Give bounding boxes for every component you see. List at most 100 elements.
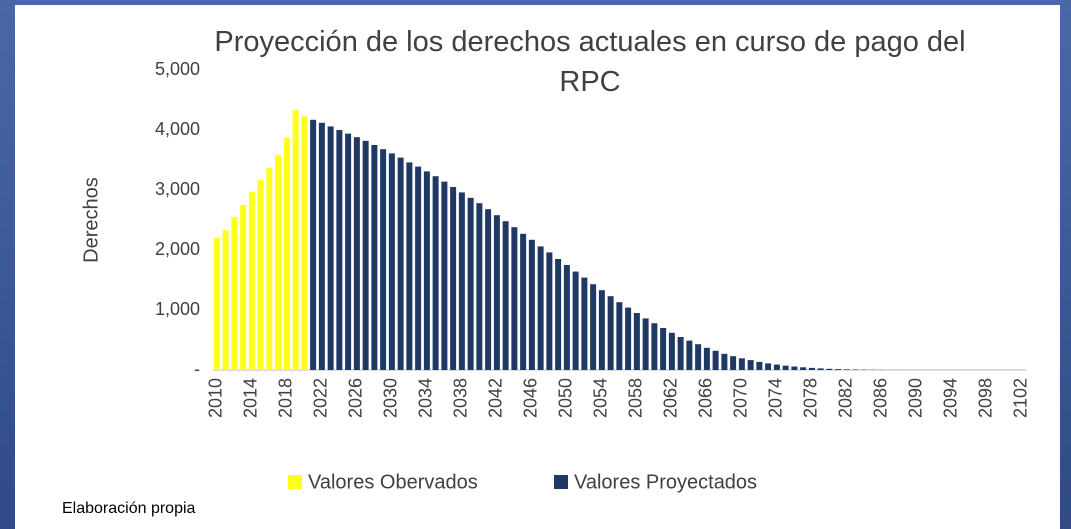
- bar: [590, 284, 597, 370]
- bar: [362, 140, 369, 370]
- y-axis-label: Derechos: [80, 177, 102, 263]
- bar: [485, 209, 492, 370]
- bar: [380, 149, 387, 370]
- bar: [817, 368, 824, 370]
- chart-title: Proyección de los derechos actuales en c…: [214, 26, 966, 98]
- x-tick-label: 2078: [801, 378, 821, 418]
- bar: [240, 205, 247, 370]
- bar: [283, 137, 290, 370]
- bar: [336, 130, 343, 370]
- bar: [677, 337, 684, 370]
- bar: [668, 332, 675, 370]
- bar: [607, 296, 614, 370]
- x-tick-label: 2010: [206, 378, 226, 418]
- bar: [458, 192, 465, 370]
- x-tick-label: 2058: [626, 378, 646, 418]
- bar: [257, 179, 264, 370]
- bar: [572, 271, 579, 370]
- bar: [213, 238, 220, 370]
- bar: [721, 353, 728, 370]
- bar: [310, 119, 317, 370]
- bar: [695, 344, 702, 370]
- bar: [843, 369, 850, 370]
- y-tick-label: 4,000: [155, 119, 200, 139]
- x-tick-label: 2054: [591, 378, 611, 418]
- bar: [765, 363, 772, 370]
- bar: [266, 167, 273, 370]
- bar: [327, 126, 334, 371]
- x-tick-label: 2070: [731, 378, 751, 418]
- bar: [686, 340, 693, 370]
- bar: [537, 246, 544, 370]
- bar: [826, 368, 833, 370]
- x-tick-label: 2082: [836, 378, 856, 418]
- y-tick-label: 2,000: [155, 239, 200, 259]
- bar: [388, 153, 395, 370]
- bar: [275, 155, 282, 370]
- bar: [231, 217, 238, 370]
- x-tick-label: 2066: [696, 378, 716, 418]
- bar: [432, 176, 439, 370]
- x-tick-label: 2094: [941, 378, 961, 418]
- legend-label: Valores Proyectados: [574, 471, 757, 493]
- bar: [712, 350, 719, 370]
- x-tick-label: 2042: [486, 378, 506, 418]
- x-tick-label: 2074: [766, 378, 786, 418]
- bar: [345, 133, 352, 370]
- legend-swatch: [288, 475, 302, 489]
- x-tick-label: 2090: [906, 378, 926, 418]
- x-tick-label: 2046: [521, 378, 541, 418]
- x-tick-label: 2050: [556, 378, 576, 418]
- x-tick-label: 2014: [241, 378, 261, 418]
- bar: [415, 166, 422, 370]
- bar: [782, 365, 789, 370]
- x-tick-label: 2018: [276, 378, 296, 418]
- legend-swatch: [554, 475, 568, 489]
- bar: [633, 313, 640, 370]
- chart-panel: [15, 5, 1060, 529]
- bar: [353, 137, 360, 370]
- bar: [808, 367, 815, 370]
- bar: [555, 259, 562, 370]
- bar: [835, 369, 842, 370]
- bar: [301, 116, 308, 370]
- bar: [292, 110, 299, 370]
- x-tick-label: 2038: [451, 378, 471, 418]
- bar: [660, 328, 667, 370]
- source-note: Elaboración propia: [62, 500, 196, 517]
- x-tick-label: 2022: [311, 378, 331, 418]
- bar: [248, 191, 255, 370]
- bar: [581, 277, 588, 370]
- y-tick-label: 5,000: [155, 59, 200, 79]
- bar: [511, 227, 518, 370]
- x-tick-label: 2034: [416, 378, 436, 418]
- bar: [616, 302, 623, 370]
- bar: [651, 323, 658, 370]
- x-tick-label: 2098: [976, 378, 996, 418]
- x-tick-label: 2102: [1011, 378, 1031, 418]
- x-tick-label: 2086: [871, 378, 891, 418]
- bar: [800, 367, 807, 370]
- bar: [756, 361, 763, 370]
- bar: [773, 364, 780, 370]
- bar: [598, 290, 605, 370]
- bar: [493, 215, 500, 370]
- bar: [563, 265, 570, 370]
- bar: [318, 122, 325, 370]
- y-tick-label: -: [194, 359, 200, 379]
- bar: [747, 360, 754, 370]
- y-tick-label: 1,000: [155, 299, 200, 319]
- bar: [450, 187, 457, 370]
- bar: [625, 307, 632, 370]
- x-tick-label: 2026: [346, 378, 366, 418]
- bar: [546, 252, 553, 370]
- bar: [406, 162, 413, 370]
- bar: [791, 366, 798, 370]
- x-tick-label: 2062: [661, 378, 681, 418]
- bar: [642, 318, 649, 370]
- bar: [520, 233, 527, 370]
- bar: [441, 181, 448, 370]
- x-tick-label: 2030: [381, 378, 401, 418]
